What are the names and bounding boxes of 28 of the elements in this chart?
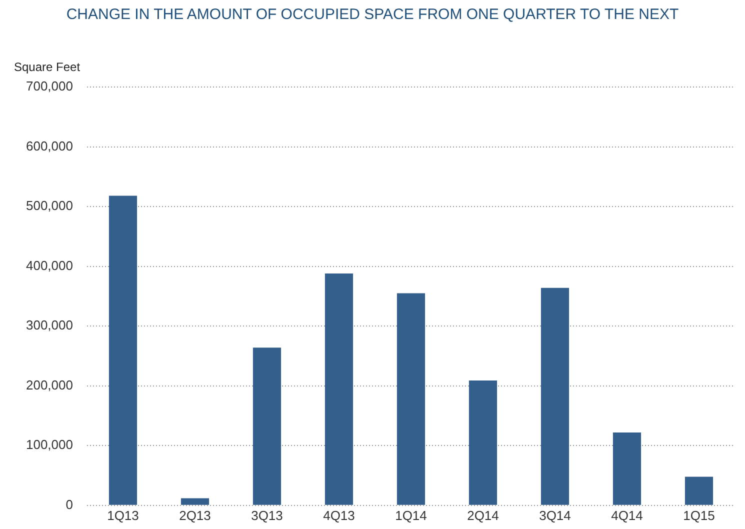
bar	[540, 288, 570, 505]
y-tick-label: 200,000	[26, 377, 73, 392]
bar	[324, 273, 354, 505]
x-tick-label: 1Q15	[683, 508, 715, 523]
bar	[180, 498, 210, 505]
chart-title: CHANGE IN THE AMOUNT OF OCCUPIED SPACE FROM ONE QUARTER TO THE NEXT	[65, 6, 680, 23]
bar	[252, 348, 282, 505]
bar	[612, 432, 642, 505]
y-tick-label: 100,000	[26, 437, 73, 452]
x-tick-label: 1Q13	[107, 508, 139, 523]
bar	[684, 476, 714, 505]
x-tick-label: 1Q14	[395, 508, 427, 523]
x-tick-label: 2Q13	[179, 508, 211, 523]
y-tick-label: 300,000	[26, 318, 73, 333]
x-tick-label: 4Q14	[611, 508, 643, 523]
bar	[108, 196, 138, 505]
y-tick-label: 0	[66, 496, 73, 512]
y-tick-label: 600,000	[26, 138, 73, 154]
bar	[468, 380, 498, 505]
y-tick-label: 400,000	[26, 258, 73, 273]
x-tick-label: 3Q14	[539, 508, 571, 523]
x-tick-label: 2Q14	[467, 508, 499, 523]
bar	[396, 293, 426, 505]
y-tick-label: 700,000	[26, 78, 73, 94]
x-tick-label: 3Q13	[251, 508, 283, 523]
x-tick-label: 4Q13	[323, 508, 355, 523]
y-axis-title: Square Feet	[14, 60, 80, 74]
y-tick-label: 500,000	[26, 198, 73, 214]
